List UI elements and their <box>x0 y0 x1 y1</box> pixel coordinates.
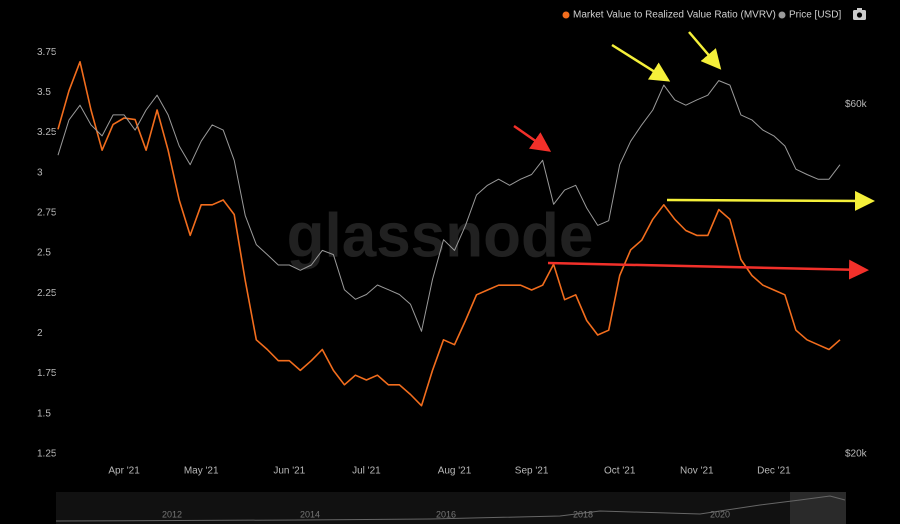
annotation-line <box>666 190 875 211</box>
x-tick-label: Jul '21 <box>352 466 381 477</box>
y-tick-label: 1.25 <box>37 449 57 460</box>
watermark: glassnode <box>287 201 594 270</box>
y-tick-label: 2.5 <box>37 248 51 259</box>
plot-area: 1.25 1.5 1.75 2 2.25 2.5 2.75 3 3.25 3.5 3.75 $20k $… <box>37 47 868 477</box>
navigator-label: 2014 <box>300 509 320 519</box>
navigator-label: 2020 <box>710 509 730 519</box>
legend-label[interactable]: Price [USD] <box>789 10 841 21</box>
y2-tick-label: $20k <box>845 449 868 460</box>
navigator-selection[interactable] <box>790 492 846 524</box>
annotation-arrow <box>688 31 722 70</box>
navigator-label: 2018 <box>573 509 593 519</box>
y-tick-label: 2.75 <box>37 207 57 218</box>
y-tick-label: 1.5 <box>37 408 51 419</box>
x-tick-label: Aug '21 <box>438 466 472 477</box>
legend-swatch <box>778 11 786 19</box>
y-tick-label: 2.25 <box>37 288 57 299</box>
navigator-label: 2012 <box>162 509 182 519</box>
annotation-arrow <box>513 124 552 152</box>
legend-swatch <box>562 11 570 19</box>
x-tick-label: Dec '21 <box>757 466 791 477</box>
x-tick-label: Sep '21 <box>515 466 549 477</box>
y2-tick-label: $60k <box>845 99 868 110</box>
x-tick-label: Jun '21 <box>273 466 305 477</box>
y-tick-label: 3.25 <box>37 127 57 138</box>
series-line <box>57 80 841 332</box>
camera-icon[interactable] <box>853 8 866 20</box>
y-tick-label: 1.75 <box>37 368 57 379</box>
y-tick-label: 2 <box>37 328 43 339</box>
annotation-line <box>547 259 869 280</box>
x-tick-label: Oct '21 <box>604 466 636 477</box>
navigator-labels: 2012 2014 2016 2018 2020 <box>162 509 730 519</box>
x-tick-label: May '21 <box>184 466 219 477</box>
navigator-label: 2016 <box>436 509 456 519</box>
x-tick-label: Apr '21 <box>108 466 140 477</box>
y-tick-label: 3 <box>37 167 43 178</box>
y-tick-label: 3.5 <box>37 87 51 98</box>
y-tick-label: 3.75 <box>37 47 57 58</box>
x-tick-label: Nov '21 <box>680 466 714 477</box>
navigator-line <box>55 495 846 522</box>
annotation-arrow <box>611 43 671 82</box>
legend-label[interactable]: Market Value to Realized Value Ratio (MV… <box>573 10 776 21</box>
series-line <box>57 61 841 407</box>
